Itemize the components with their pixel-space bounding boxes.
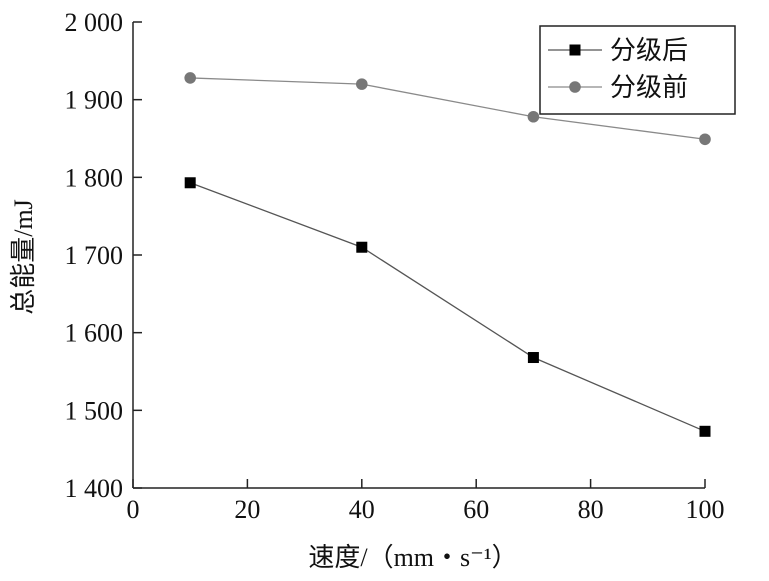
legend-marker-square	[569, 44, 581, 56]
legend-label-1: 分级前	[610, 73, 688, 102]
series-line-1	[190, 77, 706, 140]
data-point-circle	[699, 133, 711, 146]
data-point-circle	[356, 78, 368, 90]
y-tick-label: 1 900	[65, 86, 124, 115]
x-axis-title: 速度/（mm・s⁻¹）	[308, 543, 517, 572]
y-tick-label: 1 400	[65, 474, 124, 503]
x-tick-label: 100	[686, 495, 725, 524]
data-point-circle	[527, 110, 540, 123]
data-point-square	[527, 352, 539, 364]
data-point-square	[699, 425, 711, 437]
data-point-square	[184, 177, 196, 189]
plot-series	[184, 72, 711, 437]
y-axis-title: 总能量/mJ	[9, 199, 38, 315]
y-tick-label: 1 800	[65, 163, 124, 192]
legend-label-0: 分级后	[610, 36, 688, 65]
axes: 1 400 1 500 1 600 1 700 1 800 1 900 2 000 0 20 40…	[65, 8, 725, 524]
legend-marker-circle	[569, 81, 581, 93]
y-tick-label: 1 500	[65, 396, 124, 425]
x-tick-label: 80	[578, 495, 604, 524]
y-tick-label: 1 700	[65, 241, 124, 270]
x-tick-label: 0	[127, 495, 140, 524]
series-line-0	[189, 182, 706, 432]
x-tick-label: 60	[463, 495, 489, 524]
data-point-circle	[184, 72, 196, 84]
legend-box	[539, 25, 736, 115]
data-point-square	[356, 241, 368, 253]
x-tick-label: 40	[349, 495, 375, 524]
y-tick-label: 2 000	[65, 8, 124, 37]
y-tick-label: 1 600	[65, 319, 124, 348]
x-tick-label: 20	[234, 495, 260, 524]
